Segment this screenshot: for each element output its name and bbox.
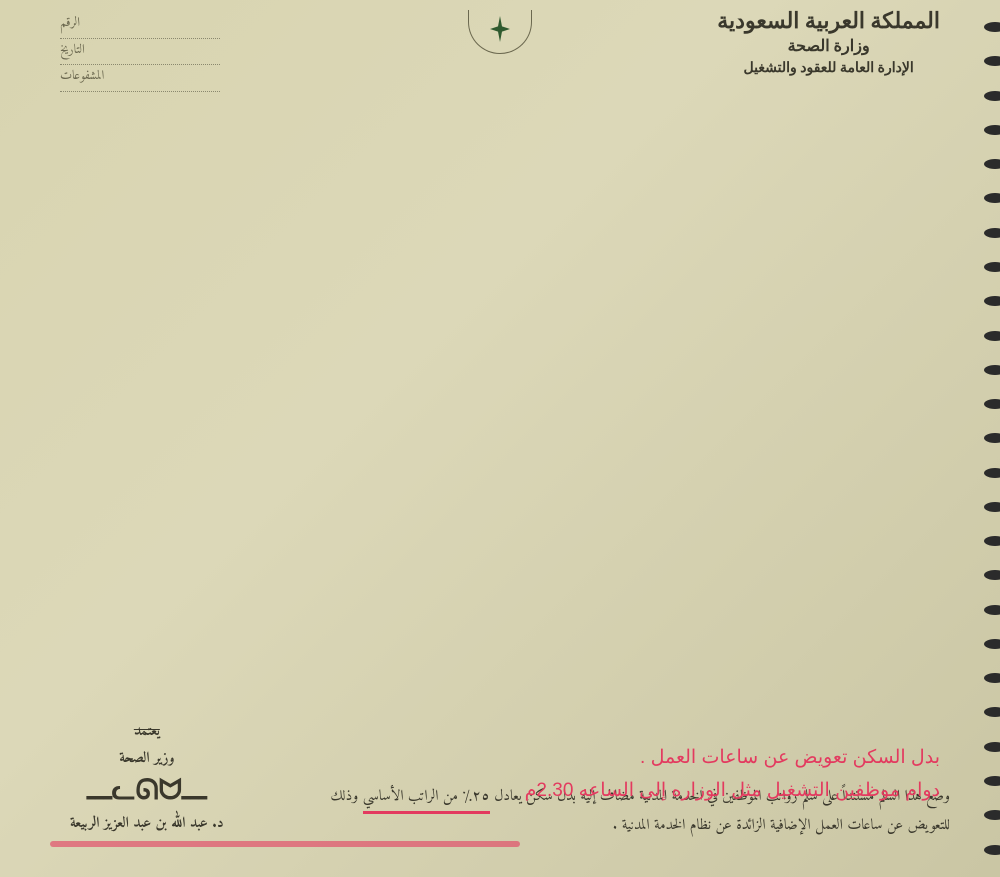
annot-l2: دوام موظفين التشغيل مثل الوزاره إلى السا… [525, 775, 940, 807]
ministry-title: وزارة الصحة [717, 36, 940, 56]
annot-l1: بدل السكن تعويض عن ساعات العمل . [525, 742, 940, 774]
kingdom-title: المملكة العربية السعودية [717, 8, 940, 34]
document-header: المملكة العربية السعودية وزارة الصحة الإ… [0, 0, 1000, 120]
sig-approve: يعتمد [70, 718, 224, 745]
department-title: الإدارة العامة للعقود والتشغيل [717, 60, 940, 77]
kingdom-block: المملكة العربية السعودية وزارة الصحة الإ… [717, 8, 940, 77]
national-emblem [468, 10, 532, 54]
meta-attach: المشفوعات [60, 65, 220, 92]
emblem-icon [468, 10, 532, 54]
red-marker [50, 841, 520, 847]
signature-icon: ـــᓚᘏᗢـــ [70, 766, 224, 816]
meta-date: التاريخ [60, 39, 220, 66]
meta-number: الرقم [60, 12, 220, 39]
note-1c: وذلك [331, 783, 363, 810]
spiral-binding [976, 0, 1000, 877]
note-1b: ٢٥٪ من الراتب الأساسي [363, 783, 490, 814]
annotation-block: بدل السكن تعويض عن ساعات العمل . دوام مو… [525, 742, 940, 807]
signature-block: يعتمد وزير الصحة ـــᓚᘏᗢـــ د. عبد الله ب… [70, 718, 224, 837]
doc-meta: الرقم التاريخ المشفوعات [60, 12, 220, 92]
sig-name: د. عبد الله بن عبد العزيز الربيعة [70, 810, 224, 837]
